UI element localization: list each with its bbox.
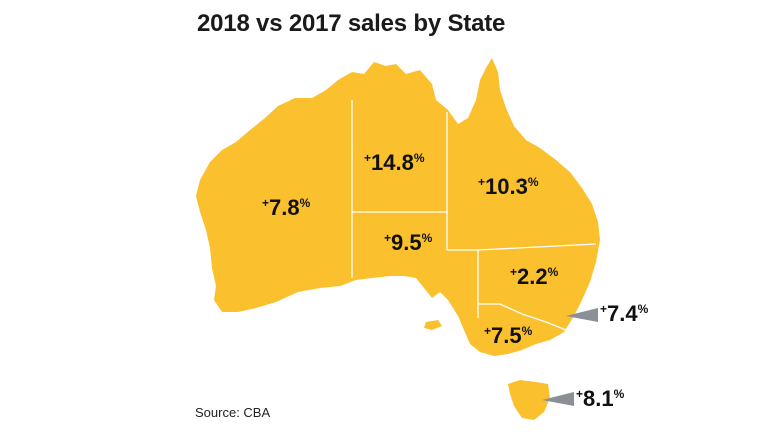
label-sign: + xyxy=(484,324,492,338)
label-vic: +7.5% xyxy=(484,325,532,347)
tas-pointer xyxy=(542,392,574,406)
label-sign: + xyxy=(510,265,518,279)
kangaroo-island-shape xyxy=(424,320,442,330)
label-pct: % xyxy=(299,196,311,210)
label-nsw: +2.2% xyxy=(510,266,558,288)
label-pct: % xyxy=(613,387,625,401)
source-note: Source: CBA xyxy=(195,405,271,420)
label-pct: % xyxy=(413,151,425,165)
label-pct: % xyxy=(527,175,539,189)
act-pointer xyxy=(566,308,598,322)
label-value: 8.1 xyxy=(583,386,614,411)
label-pct: % xyxy=(547,265,559,279)
label-nt: +14.8% xyxy=(364,152,425,174)
label-value: 10.3 xyxy=(485,174,528,199)
label-value: 9.5 xyxy=(391,230,422,255)
label-sign: + xyxy=(576,387,584,401)
label-value: 7.5 xyxy=(491,323,522,348)
tasmania-shape[interactable] xyxy=(508,380,550,420)
label-pct: % xyxy=(521,324,533,338)
label-value: 7.8 xyxy=(269,195,300,220)
label-tas: +8.1% xyxy=(576,388,624,410)
label-pct: % xyxy=(421,231,433,245)
mainland-shape[interactable] xyxy=(196,58,600,356)
label-value: 7.4 xyxy=(607,301,638,326)
label-sa: +9.5% xyxy=(384,232,432,254)
label-sign: + xyxy=(262,196,270,210)
label-qld: +10.3% xyxy=(478,176,539,198)
label-value: 2.2 xyxy=(517,264,548,289)
border-qld-nsw xyxy=(477,243,597,251)
label-wa: +7.8% xyxy=(262,197,310,219)
label-sign: + xyxy=(478,175,486,189)
label-pct: % xyxy=(637,302,649,316)
label-act: +7.4% xyxy=(600,303,648,325)
label-sign: + xyxy=(600,302,608,316)
label-sign: + xyxy=(364,151,372,165)
label-value: 14.8 xyxy=(371,150,414,175)
map-title: 2018 vs 2017 sales by State xyxy=(197,10,506,37)
border-nsw-vic xyxy=(478,303,567,331)
label-sign: + xyxy=(384,231,392,245)
